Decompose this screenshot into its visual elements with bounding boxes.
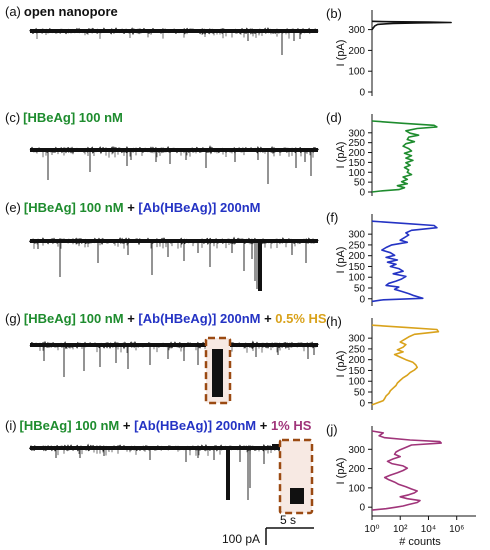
panel-letter: (i) bbox=[5, 418, 17, 433]
y-tick-label: 100 bbox=[348, 377, 365, 388]
blockade-segment bbox=[258, 241, 262, 291]
current-scale-label: 100 pA bbox=[222, 532, 260, 546]
y-tick-label: 0 bbox=[359, 398, 365, 409]
y-tick-label: 50 bbox=[354, 284, 366, 295]
label-part: [Ab(HBeAg)] 200nM bbox=[134, 418, 256, 433]
histogram-curve bbox=[371, 220, 438, 303]
label-part: [Ab(HBeAg)] 200nM bbox=[138, 311, 260, 326]
y-tick-label: 300 bbox=[348, 25, 365, 36]
y-tick-label: 50 bbox=[354, 178, 366, 189]
y-tick-label: 300 bbox=[348, 334, 365, 345]
label-part: + bbox=[256, 418, 271, 433]
label-part: [HBeAg] 100 nM bbox=[24, 200, 124, 215]
y-tick-label: 100 bbox=[348, 483, 365, 494]
label-part: + bbox=[119, 418, 134, 433]
x-axis-label: # counts bbox=[399, 536, 441, 548]
trace-panel-g: (g) [HBeAg] 100 nM + [Ab(HBeAg)] 200nM + … bbox=[5, 311, 327, 405]
blockade-segment bbox=[226, 448, 230, 500]
y-tick-label: 100 bbox=[348, 67, 365, 78]
y-axis-label: I (pA) bbox=[335, 142, 347, 169]
y-tick-label: 200 bbox=[348, 355, 365, 366]
panel-letter: (g) bbox=[5, 311, 21, 326]
time-scale-label: 5 s bbox=[280, 513, 296, 527]
panel-letter: (a) bbox=[5, 4, 21, 19]
y-tick-label: 100 bbox=[348, 273, 365, 284]
y-tick-label: 300 bbox=[348, 230, 365, 241]
y-tick-label: 150 bbox=[348, 262, 365, 273]
trace-label: (g) [HBeAg] 100 nM + [Ab(HBeAg)] 200nM + … bbox=[5, 311, 327, 326]
y-tick-label: 0 bbox=[359, 188, 365, 199]
y-tick-label: 250 bbox=[348, 344, 365, 355]
y-axis-label: I (pA) bbox=[335, 351, 347, 378]
y-tick-label: 200 bbox=[348, 251, 365, 262]
panel-letter: (h) bbox=[326, 314, 342, 329]
trace-label: (c) [HBeAg] 100 nM bbox=[5, 110, 123, 125]
y-tick-label: 200 bbox=[348, 464, 365, 475]
x-tick-label: 10² bbox=[393, 524, 408, 535]
blockade-segment bbox=[290, 488, 304, 504]
label-part: + bbox=[260, 311, 275, 326]
label-part: + bbox=[124, 311, 139, 326]
panel-letter: (j) bbox=[326, 422, 338, 437]
label-part: 0.5% HS bbox=[275, 311, 327, 326]
y-tick-label: 150 bbox=[348, 158, 365, 169]
y-tick-label: 300 bbox=[348, 128, 365, 139]
y-tick-label: 50 bbox=[354, 388, 366, 399]
y-tick-label: 0 bbox=[359, 88, 365, 99]
y-axis-label: I (pA) bbox=[335, 247, 347, 274]
y-tick-label: 200 bbox=[348, 148, 365, 159]
panel-letter: (c) bbox=[5, 110, 20, 125]
panel-letter: (f) bbox=[326, 210, 338, 225]
y-tick-label: 250 bbox=[348, 138, 365, 149]
blockade-segment bbox=[212, 349, 223, 397]
trace-panel-a: (a) open nanopore bbox=[5, 4, 319, 55]
x-tick-label: 10⁰ bbox=[364, 524, 379, 535]
y-tick-label: 100 bbox=[348, 168, 365, 179]
trace-label: (i) [HBeAg] 100 nM + [Ab(HBeAg)] 200nM + … bbox=[5, 418, 312, 433]
label-part: [HBeAg] 100 nM bbox=[24, 311, 124, 326]
baseline-band bbox=[30, 29, 318, 33]
trace-panel-i: (i) [HBeAg] 100 nM + [Ab(HBeAg)] 200nM + … bbox=[5, 418, 314, 515]
y-tick-label: 0 bbox=[359, 294, 365, 305]
label-part: [Ab(HBeAg)] 200nM bbox=[138, 200, 260, 215]
y-tick-label: 0 bbox=[359, 503, 365, 514]
baseline-band bbox=[30, 239, 318, 243]
label-part: [HBeAg] 100 nM bbox=[20, 418, 120, 433]
y-tick-label: 150 bbox=[348, 366, 365, 377]
panel-letter: (e) bbox=[5, 200, 21, 215]
trace-label: (e) [HBeAg] 100 nM + [Ab(HBeAg)] 200nM bbox=[5, 200, 260, 215]
y-tick-label: 300 bbox=[348, 445, 365, 456]
y-tick-label: 200 bbox=[348, 46, 365, 57]
histogram-curve bbox=[371, 20, 452, 31]
baseline-band bbox=[30, 343, 318, 347]
trace-label: (a) open nanopore bbox=[5, 4, 118, 19]
label-part: [HBeAg] 100 nM bbox=[23, 110, 123, 125]
y-axis-label: I (pA) bbox=[335, 40, 347, 67]
baseline-band bbox=[30, 446, 312, 450]
y-tick-label: 250 bbox=[348, 240, 365, 251]
scale-bar: 5 s 100 pA bbox=[222, 513, 314, 546]
x-tick-label: 10⁴ bbox=[421, 524, 436, 535]
histogram-curve bbox=[371, 324, 440, 406]
panel-letter: (d) bbox=[326, 110, 342, 125]
histogram-curve bbox=[371, 120, 438, 193]
label-part: 1% HS bbox=[271, 418, 312, 433]
label-part: + bbox=[124, 200, 139, 215]
histogram-curve bbox=[371, 430, 442, 511]
trace-panel-e: (e) [HBeAg] 100 nM + [Ab(HBeAg)] 200nM bbox=[5, 200, 319, 291]
x-tick-label: 10⁶ bbox=[449, 524, 464, 535]
label-part: open nanopore bbox=[24, 4, 118, 19]
panel-letter: (b) bbox=[326, 6, 342, 21]
baseline-band bbox=[30, 148, 318, 152]
y-axis-label: I (pA) bbox=[335, 458, 347, 485]
trace-panel-c: (c) [HBeAg] 100 nM bbox=[5, 110, 319, 184]
